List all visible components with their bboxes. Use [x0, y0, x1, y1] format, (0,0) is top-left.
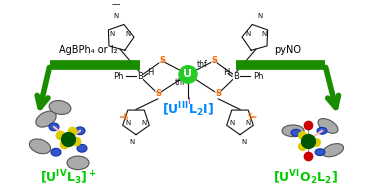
Ellipse shape	[49, 123, 59, 131]
Text: S: S	[159, 56, 165, 65]
Text: $\mathbf{[U^{IV}L_3]^+}$: $\mathbf{[U^{IV}L_3]^+}$	[39, 168, 96, 187]
Text: H: H	[147, 68, 153, 77]
Text: N: N	[125, 120, 130, 126]
Ellipse shape	[29, 139, 51, 154]
Text: thf: thf	[197, 60, 208, 69]
Text: S: S	[155, 89, 161, 98]
Text: $\mathbf{[U^{III}L_2I]}$: $\mathbf{[U^{III}L_2I]}$	[162, 100, 214, 119]
Ellipse shape	[49, 101, 71, 114]
Text: N: N	[129, 139, 135, 146]
Text: N: N	[114, 13, 118, 19]
Text: AgBPh₄ or I₂: AgBPh₄ or I₂	[59, 45, 117, 55]
Text: ═S: ═S	[119, 113, 129, 122]
Ellipse shape	[323, 144, 344, 157]
Ellipse shape	[282, 125, 304, 137]
Ellipse shape	[77, 144, 87, 152]
Text: pyNO: pyNO	[274, 45, 302, 55]
Circle shape	[179, 66, 197, 83]
Text: $\mathbf{[U^{VI}O_2L_2]}$: $\mathbf{[U^{VI}O_2L_2]}$	[273, 168, 337, 187]
Text: S: S	[211, 56, 217, 65]
Ellipse shape	[317, 127, 327, 134]
Text: N: N	[258, 13, 262, 19]
Text: S: S	[215, 89, 221, 98]
Text: H: H	[223, 68, 229, 77]
Text: N: N	[261, 31, 267, 37]
Text: S═: S═	[247, 113, 257, 122]
Text: —: —	[112, 0, 120, 9]
Ellipse shape	[51, 148, 61, 156]
Text: N: N	[125, 31, 130, 37]
Ellipse shape	[36, 111, 56, 127]
Text: I: I	[187, 97, 189, 106]
Text: N: N	[241, 139, 247, 146]
Ellipse shape	[75, 127, 85, 135]
Text: N: N	[109, 31, 115, 37]
Ellipse shape	[315, 149, 325, 156]
Text: N: N	[246, 120, 251, 126]
Ellipse shape	[291, 129, 301, 136]
Text: U: U	[183, 69, 193, 79]
Ellipse shape	[67, 156, 89, 170]
Ellipse shape	[318, 119, 338, 133]
Text: thf: thf	[174, 78, 185, 87]
Text: Ph: Ph	[113, 72, 123, 81]
Text: N: N	[229, 120, 235, 126]
Text: Ph: Ph	[253, 72, 263, 81]
Text: N: N	[246, 31, 251, 37]
Text: N: N	[141, 120, 147, 126]
Text: B: B	[137, 72, 143, 81]
Text: B: B	[233, 72, 239, 81]
